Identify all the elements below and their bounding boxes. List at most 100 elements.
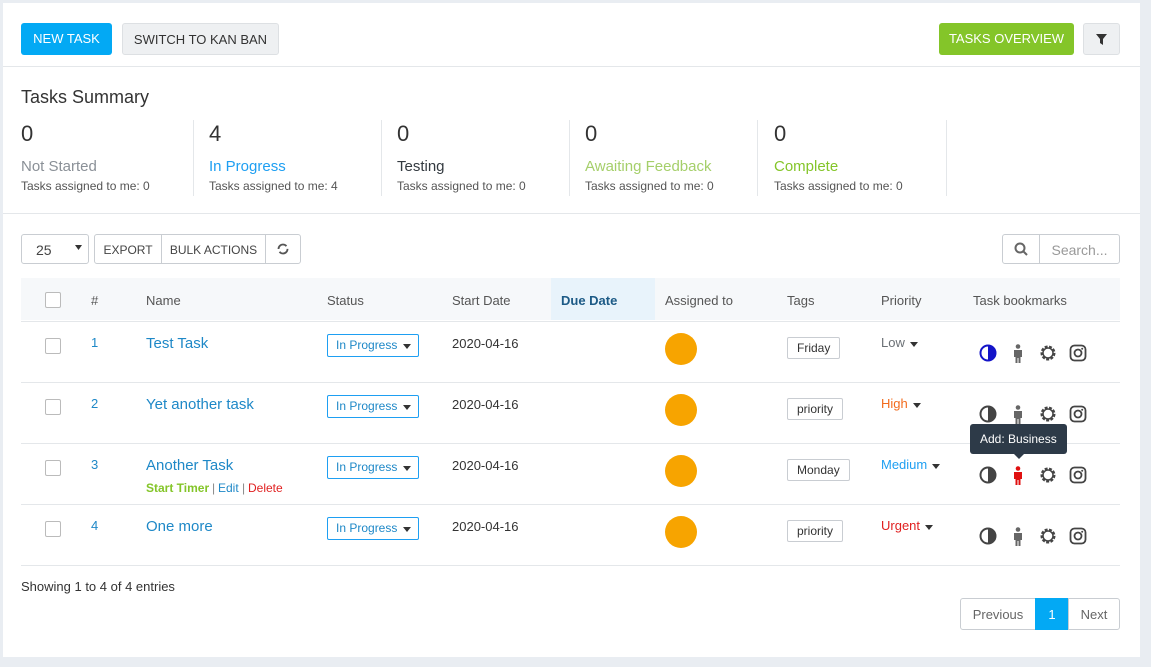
row-divider <box>21 504 1120 505</box>
tooltip: Add: Business <box>970 424 1067 454</box>
bookmark-icon[interactable] <box>978 343 998 363</box>
divider <box>3 66 1140 67</box>
column-header[interactable]: Priority <box>881 293 922 308</box>
status-dropdown[interactable]: In Progress <box>327 456 419 479</box>
bookmark-icon[interactable] <box>1038 404 1058 424</box>
select-all-checkbox[interactable] <box>45 292 61 308</box>
row-checkbox[interactable] <box>45 460 61 476</box>
summary-label: Complete <box>774 158 839 175</box>
bookmark-icon[interactable] <box>1008 526 1028 546</box>
tag: Monday <box>787 459 850 481</box>
summary-note: Tasks assigned to me: 4 <box>209 179 338 193</box>
bookmark-icon[interactable] <box>978 465 998 485</box>
status-dropdown[interactable]: In Progress <box>327 517 419 540</box>
row-checkbox[interactable] <box>45 399 61 415</box>
summary-divider <box>381 120 382 196</box>
column-header[interactable]: Start Date <box>452 293 511 308</box>
row-checkbox[interactable] <box>45 521 61 537</box>
priority[interactable]: Medium <box>881 457 928 472</box>
export-button[interactable]: EXPORT <box>94 234 162 264</box>
avatar[interactable] <box>665 394 697 426</box>
page-size-select[interactable]: 25 <box>21 234 89 264</box>
task-id[interactable]: 1 <box>91 335 99 350</box>
search-input[interactable]: Search... <box>1039 234 1120 264</box>
separator: | <box>242 481 246 495</box>
bookmark-icon[interactable] <box>1068 404 1088 424</box>
bookmark-icon[interactable] <box>1008 465 1028 485</box>
summary-label: In Progress <box>209 158 286 175</box>
avatar[interactable] <box>665 455 697 487</box>
row-divider <box>21 321 1120 322</box>
summary-label: Awaiting Feedback <box>585 158 712 175</box>
column-header[interactable]: Assigned to <box>665 293 733 308</box>
column-header[interactable]: Tags <box>787 293 815 308</box>
task-id[interactable]: 2 <box>91 396 99 411</box>
summary-count: 0 <box>585 121 598 146</box>
filter-button[interactable] <box>1083 23 1120 55</box>
summary-note: Tasks assigned to me: 0 <box>397 179 526 193</box>
row-checkbox[interactable] <box>45 338 61 354</box>
overview-button[interactable]: TASKS OVERVIEW <box>939 23 1074 55</box>
task-name[interactable]: Another Task <box>146 457 234 474</box>
column-header[interactable]: # <box>91 293 99 308</box>
summary-count: 0 <box>397 121 410 146</box>
summary-count: 4 <box>209 121 222 146</box>
start-date: 2020-04-16 <box>452 336 519 351</box>
tooltip-arrow <box>1014 454 1024 464</box>
bookmark-icon[interactable] <box>1038 343 1058 363</box>
task-id[interactable]: 3 <box>91 457 99 472</box>
divider <box>3 213 1140 214</box>
summary-divider <box>757 120 758 196</box>
column-header[interactable]: Name <box>146 293 181 308</box>
caret <box>403 466 411 475</box>
task-name[interactable]: Yet another task <box>146 396 254 413</box>
tag: priority <box>787 520 844 542</box>
row-divider <box>21 443 1120 444</box>
kanban-button[interactable]: SWITCH TO KAN BAN <box>122 23 279 55</box>
summary-note: Tasks assigned to me: 0 <box>585 179 714 193</box>
column-header[interactable]: Task bookmarks <box>973 293 1067 308</box>
caret <box>403 405 411 414</box>
reload-button[interactable] <box>265 234 301 264</box>
summary-count: 0 <box>21 121 34 146</box>
start-timer-link[interactable]: Start Timer <box>146 481 210 495</box>
avatar[interactable] <box>665 516 697 548</box>
task-name[interactable]: One more <box>146 518 213 535</box>
bookmark-icon[interactable] <box>978 404 998 424</box>
column-header[interactable]: Status <box>327 293 364 308</box>
edit-link[interactable]: Edit <box>218 481 239 495</box>
bookmark-icon[interactable] <box>1008 404 1028 424</box>
previous-button[interactable]: Previous <box>960 598 1036 630</box>
bookmark-icon[interactable] <box>1038 526 1058 546</box>
bookmark-icon[interactable] <box>1068 465 1088 485</box>
search-icon-box <box>1002 234 1040 264</box>
start-date: 2020-04-16 <box>452 397 519 412</box>
bookmark-icon[interactable] <box>1068 343 1088 363</box>
bookmark-icon[interactable] <box>1038 465 1058 485</box>
bookmark-icon[interactable] <box>978 526 998 546</box>
bookmark-icon[interactable] <box>1008 343 1028 363</box>
filter-icon <box>1096 34 1107 45</box>
status-dropdown[interactable]: In Progress <box>327 395 419 418</box>
avatar[interactable] <box>665 333 697 365</box>
task-name[interactable]: Test Task <box>146 335 209 352</box>
task-id[interactable]: 4 <box>91 518 99 533</box>
priority[interactable]: High <box>881 396 908 411</box>
priority[interactable]: Low <box>881 335 905 350</box>
summary-count: 0 <box>774 121 787 146</box>
bulk-actions-button[interactable]: BULK ACTIONS <box>161 234 266 264</box>
summary-divider <box>569 120 570 196</box>
start-date: 2020-04-16 <box>452 519 519 534</box>
summary-divider <box>946 120 947 196</box>
new-task-button[interactable]: NEW TASK <box>21 23 112 55</box>
entries-info: Showing 1 to 4 of 4 entries <box>21 579 175 594</box>
next-button[interactable]: Next <box>1068 598 1120 630</box>
delete-link[interactable]: Delete <box>248 481 283 495</box>
column-header[interactable]: Due Date <box>561 293 618 308</box>
priority[interactable]: Urgent <box>881 518 921 533</box>
page-button[interactable]: 1 <box>1035 598 1069 630</box>
status-dropdown[interactable]: In Progress <box>327 334 419 357</box>
search-icon <box>1014 242 1028 256</box>
bookmark-icon[interactable] <box>1068 526 1088 546</box>
caret <box>403 527 411 536</box>
